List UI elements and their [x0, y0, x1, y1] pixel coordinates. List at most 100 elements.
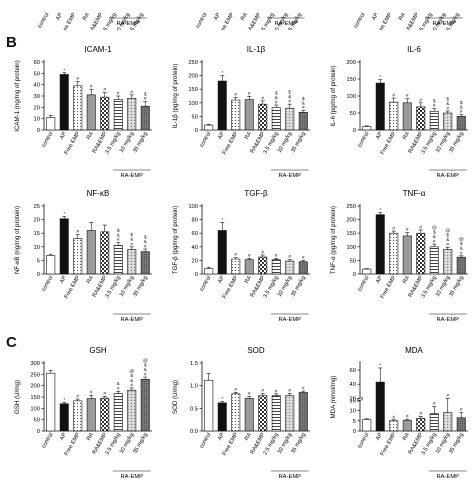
group-label: RA-EMP	[436, 173, 459, 179]
significance-mark: &	[446, 237, 450, 243]
top-x-tick-label: control	[37, 12, 51, 30]
y-tick-label: 80	[192, 218, 198, 224]
bar-ap	[217, 230, 227, 275]
significance-mark: #	[288, 388, 291, 394]
bar-control	[362, 268, 372, 275]
significance-mark: #	[261, 249, 264, 255]
bar-10-mg-kg	[443, 112, 453, 131]
chart-title: SOD	[247, 346, 265, 355]
top-x-tick-label: AP	[55, 12, 64, 22]
significance-mark: $	[433, 98, 436, 104]
y-tick-label: 200	[188, 74, 198, 80]
y-tick-label: 20	[34, 218, 40, 224]
y-tick-label: 10	[34, 245, 40, 251]
bar-35-mg-kg	[456, 417, 466, 432]
bar-ra	[86, 94, 96, 131]
significance-mark: #	[234, 387, 237, 393]
significance-mark: &	[130, 378, 134, 384]
bar-free-emp	[73, 85, 83, 131]
significance-mark: #	[460, 250, 463, 256]
significance-mark: #	[248, 91, 251, 97]
y-tick-label: 150	[346, 77, 356, 83]
significance-mark: #	[275, 99, 278, 105]
significance-mark: #	[90, 390, 93, 396]
significance-mark: #	[302, 105, 305, 111]
chart-title: GSH	[89, 346, 107, 355]
bar-control	[46, 372, 56, 432]
y-tick-label: 150	[188, 87, 198, 93]
x-tick-label: RA	[86, 432, 95, 442]
significance-mark: #	[76, 394, 79, 400]
significance-mark: #	[446, 393, 449, 399]
chart-icam-1: ICAM-1 ICAM-1 (ng/mg of protein) 0 10 20 30 40…	[14, 45, 152, 179]
bar-35-mg-kg	[298, 261, 308, 275]
significance-mark: #	[406, 414, 409, 420]
y-tick-label: 20	[34, 105, 40, 111]
bar-ra-emp	[258, 256, 268, 275]
bar-10-mg-kg	[285, 260, 295, 275]
significance-mark: @	[143, 358, 148, 364]
significance-mark: &	[302, 101, 306, 107]
chart-tnf: TNF-α TNF-α (pg/mg of protein) 0 50 100 150 20…	[330, 189, 468, 323]
bar-ra	[244, 99, 254, 131]
y-tick-label: 0	[195, 128, 198, 134]
bar-ra	[244, 259, 254, 275]
y-tick-label: 40	[350, 382, 356, 388]
y-tick-label: 20	[350, 396, 356, 402]
significance-mark: &	[275, 95, 279, 101]
group-label: RA-EMP	[278, 474, 301, 480]
significance-mark: $	[460, 241, 463, 247]
y-axis-label: IL-6 (pg/mg of protein)	[330, 65, 337, 126]
chart-title: ICAM-1	[84, 45, 112, 54]
top-x-tick-label: RA	[240, 12, 249, 22]
x-tick-label: control	[357, 275, 371, 293]
bar-35-mg-kg	[140, 105, 150, 131]
bar-35-mg-kg	[298, 112, 308, 131]
y-tick-label: 200	[346, 60, 356, 66]
x-tick-label: AP	[375, 131, 384, 141]
significance-mark: *	[63, 67, 65, 73]
significance-mark: *	[63, 211, 65, 217]
bar-10-mg-kg	[127, 389, 137, 432]
significance-mark: &	[130, 237, 134, 243]
bar-control	[204, 379, 214, 432]
chart-gsh: GSH GSH (U/mg) 0 50 100 150 200 250 300 control * A…	[14, 346, 152, 480]
chart-title: TNF-α	[403, 189, 426, 198]
y-tick-label: 50	[34, 71, 40, 77]
bar-35-mg-kg	[140, 251, 150, 275]
bar-ra	[86, 398, 96, 432]
significance-mark: *	[63, 397, 65, 403]
significance-mark: $	[144, 362, 147, 368]
x-tick-label: RA	[402, 275, 411, 285]
y-axis-label: MDA (nmol/mg)	[330, 376, 337, 419]
x-tick-label: control	[199, 432, 213, 450]
x-tick-label: AP	[217, 131, 226, 141]
significance-mark: #	[130, 382, 133, 388]
x-tick-label: control	[41, 432, 55, 450]
bar-ra-emp	[100, 397, 110, 432]
significance-mark: &	[288, 94, 292, 100]
significance-mark: &	[446, 101, 450, 107]
bar-free-emp	[231, 99, 241, 131]
bar-3-5-mg-kg	[113, 245, 123, 275]
significance-mark: @	[459, 236, 464, 242]
y-tick-label: 100	[346, 245, 356, 251]
x-tick-label: control	[199, 275, 213, 293]
bar-free-emp	[73, 400, 83, 432]
y-axis-label: SOD (U/mg)	[172, 380, 179, 414]
chart-nf-b: NF-κB NF-κB (ng/mg of protein) 0 5 10 15 20 25 c…	[14, 189, 152, 323]
bar-ra-emp	[416, 232, 426, 275]
bar-ra	[86, 230, 96, 275]
y-tick-label: 50	[34, 418, 40, 424]
bar-ap	[59, 74, 69, 131]
y-tick-label: 20	[192, 258, 198, 264]
top-group-label: RA-EMP	[116, 21, 139, 27]
y-tick-label: 10	[350, 409, 356, 415]
top-x-tick-label: AP	[213, 12, 222, 22]
y-tick-label: 250	[30, 372, 40, 378]
bar-10-mg-kg	[285, 395, 295, 432]
x-tick-label: RA	[244, 131, 253, 141]
y-tick-label: 0	[353, 128, 356, 134]
bar-ra	[244, 398, 254, 432]
significance-mark: &	[460, 246, 464, 252]
